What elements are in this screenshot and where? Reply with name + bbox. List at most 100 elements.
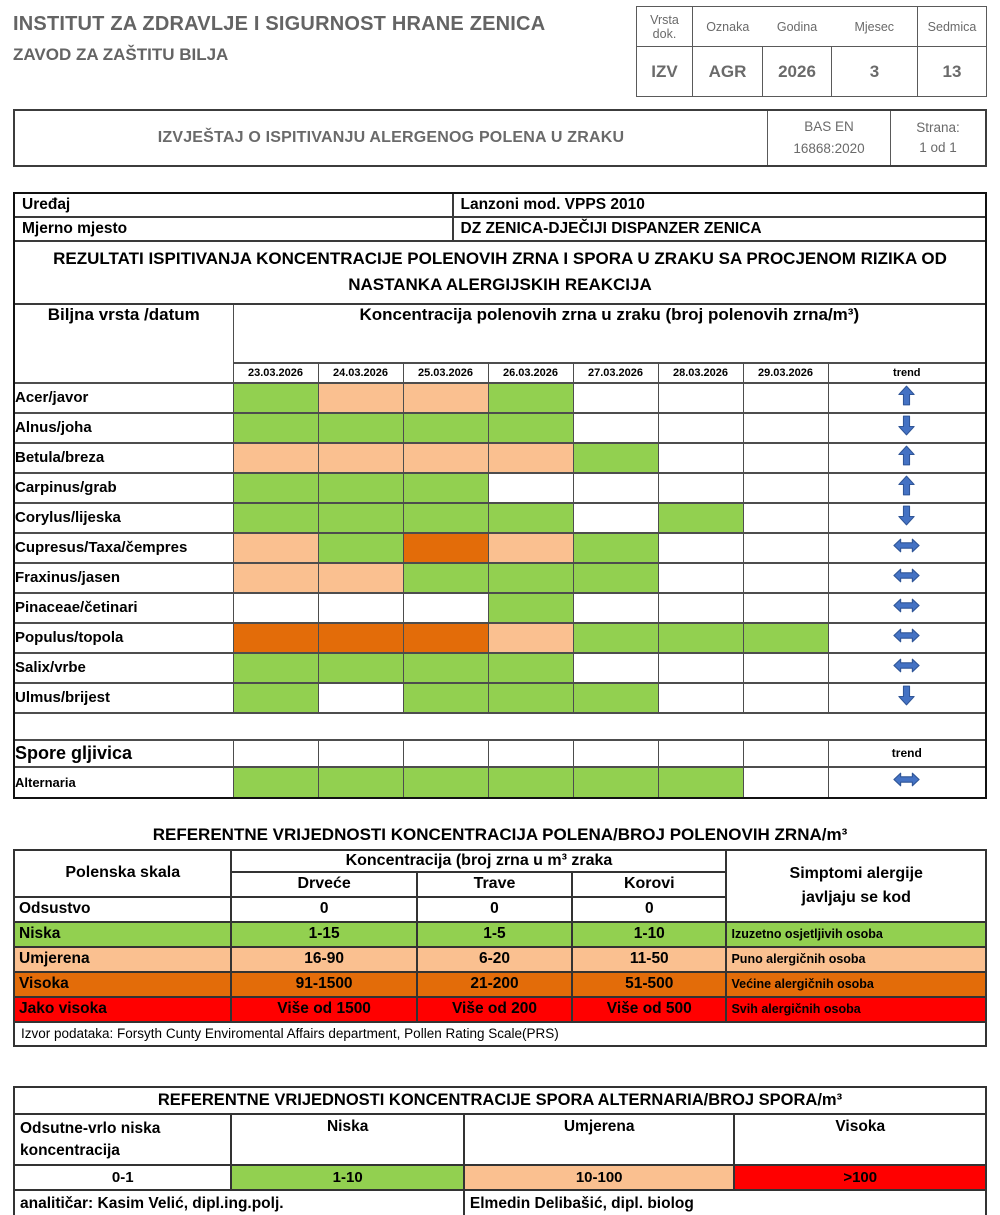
- doc-type-header: Vrsta dok.: [636, 6, 693, 47]
- weeds-subheader: Korovi: [571, 870, 728, 898]
- doc-week-value: 13: [917, 46, 987, 97]
- spore-row: Alternaria: [15, 765, 986, 797]
- weeds-value: 1-10: [571, 920, 728, 948]
- report-title: IZVJEŠTAJ O ISPITIVANJU ALERGENOG POLENA…: [157, 129, 625, 146]
- doc-year-value: 2026: [762, 46, 832, 97]
- ref-pollen-row: Visoka 91-1500 21-200 51-500 Većine alergičn…: [12, 970, 987, 998]
- level-cell: [572, 591, 659, 624]
- ref-spores-value-cell: >100: [733, 1163, 987, 1191]
- level-cell: [402, 411, 489, 444]
- doc-code-value: AGR: [692, 46, 763, 97]
- scale-label: Odsustvo: [12, 895, 233, 923]
- doc-type-value: IZV: [636, 46, 693, 97]
- trend-stable-icon: [893, 772, 920, 787]
- ref-spores-value-cell: 1-10: [230, 1163, 465, 1191]
- level-cell: [402, 591, 489, 624]
- pollen-matrix-table: Biljna vrsta /datum Koncentracija poleno…: [15, 304, 986, 797]
- species-column-header: Biljna vrsta /datum: [15, 304, 234, 384]
- trees-value: 16-90: [230, 945, 418, 973]
- empty-cell: [572, 738, 659, 768]
- concentration-header: Koncentracija polenovih zrna u zraku (br…: [232, 304, 986, 364]
- pollen-row: Pinaceae/četinari: [15, 591, 986, 624]
- date-header-cell: 24.03.2026: [317, 361, 404, 384]
- species-label: Cupresus/Taxa/čempres: [15, 531, 234, 564]
- pollen-row: Populus/topola: [15, 621, 986, 654]
- doc-code-header: Oznaka: [692, 6, 763, 47]
- doc-info-table: Vrsta dok. Oznaka Godina Mjesec Sedmica …: [636, 6, 987, 97]
- species-label: Pinaceae/četinari: [15, 591, 234, 624]
- trend-cell: [827, 765, 986, 797]
- pollen-row: Fraxinus/jasen: [15, 561, 986, 594]
- level-cell: [742, 531, 829, 564]
- level-cell: [402, 501, 489, 534]
- report-title-bar: IZVJEŠTAJ O ISPITIVANJU ALERGENOG POLENA…: [13, 109, 987, 167]
- date-header-cell: 23.03.2026: [233, 361, 319, 384]
- trend-cell: [827, 411, 986, 444]
- level-cell: [742, 471, 829, 504]
- level-cell: [317, 501, 404, 534]
- level-cell: [572, 651, 659, 684]
- level-cell: [487, 501, 574, 534]
- trend-cell: [827, 381, 986, 414]
- page-value: 1 od 1: [919, 140, 957, 155]
- trend-cell: [827, 501, 986, 534]
- date-header-cell: 28.03.2026: [657, 361, 744, 384]
- pollen-row: Betula/breza: [15, 441, 986, 474]
- empty-cell: [742, 738, 829, 768]
- empty-cell: [657, 738, 744, 768]
- weeds-value: 11-50: [571, 945, 728, 973]
- trees-value: 1-15: [230, 920, 418, 948]
- ref-pollen-table: Polenska skala Koncentracija (broj zrna …: [12, 848, 987, 1047]
- level-cell: [742, 765, 829, 797]
- level-cell: [487, 681, 574, 714]
- level-cell: [572, 561, 659, 594]
- level-cell: [402, 765, 489, 797]
- species-label: Fraxinus/jasen: [15, 561, 234, 594]
- scale-column-header: Polenska skala: [12, 848, 233, 898]
- grasses-value: 0: [415, 895, 574, 923]
- level-cell: [657, 501, 744, 534]
- ref-spores-header-cell: Odsutne-vrlo niska koncentracija: [12, 1112, 233, 1166]
- level-cell: [487, 621, 574, 654]
- spacer-row: [15, 711, 986, 741]
- doc-month-header: Mjesec: [831, 6, 918, 47]
- level-cell: [742, 651, 829, 684]
- level-cell: [487, 591, 574, 624]
- symptom-cell: Većine alergičnih osoba: [725, 970, 987, 998]
- symptoms-header-line2: javljaju se kod: [801, 888, 911, 906]
- level-cell: [742, 411, 829, 444]
- trend-cell: [827, 471, 986, 504]
- level-cell: [232, 471, 319, 504]
- symptom-cell: Izuzetno osjetljivih osoba: [725, 920, 987, 948]
- trend-up-icon: [898, 475, 915, 496]
- level-cell: [572, 531, 659, 564]
- page-label: Strana:: [916, 119, 960, 135]
- trend-stable-icon: [893, 568, 920, 583]
- level-cell: [572, 441, 659, 474]
- grasses-value: 1-5: [415, 920, 574, 948]
- trend-stable-icon: [893, 628, 920, 643]
- source-row: Izvor podataka: Forsyth Cunty Enviroment…: [13, 1020, 987, 1047]
- scale-label: Visoka: [12, 970, 233, 998]
- level-cell: [232, 441, 319, 474]
- trees-value: 0: [230, 895, 418, 923]
- level-cell: [657, 381, 744, 414]
- level-cell: [487, 651, 574, 684]
- level-cell: [742, 441, 829, 474]
- ref-spores-value-cell: 0-1: [12, 1163, 233, 1191]
- level-cell: [317, 441, 404, 474]
- ref-spores-header-cell: Niska: [230, 1112, 465, 1166]
- doc-week-header: Sedmica: [917, 6, 987, 47]
- pollen-matrix-body: Biljna vrsta /datum Koncentracija poleno…: [15, 304, 986, 797]
- ref-pollen-body: Polenska skala Koncentracija (broj zrna …: [12, 848, 987, 1047]
- ref-spores-value-row: 0-1 1-10 10-100 >100: [12, 1163, 987, 1191]
- ref-pollen-header-row: Polenska skala Koncentracija (broj zrna …: [12, 848, 987, 923]
- level-cell: [317, 411, 404, 444]
- species-label: Salix/vrbe: [15, 651, 234, 684]
- matrix-header-row: Biljna vrsta /datum Koncentracija poleno…: [15, 304, 986, 384]
- trend-stable-icon: [893, 538, 920, 553]
- species-label: Betula/breza: [15, 441, 234, 474]
- species-label: Populus/topola: [15, 621, 234, 654]
- level-cell: [402, 441, 489, 474]
- level-cell: [232, 651, 319, 684]
